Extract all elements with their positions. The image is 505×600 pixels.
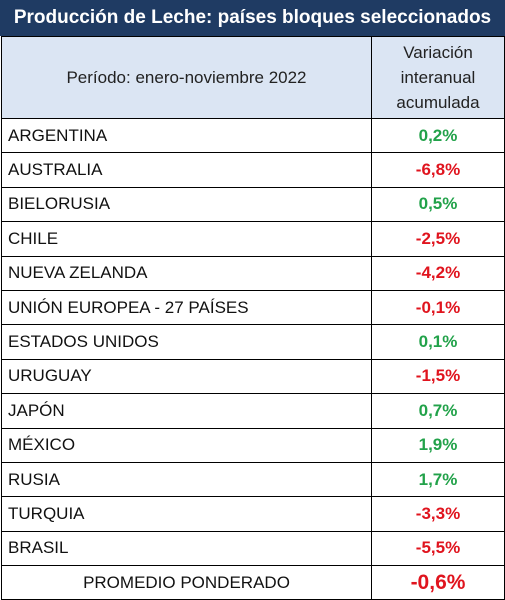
country-cell: ARGENTINA bbox=[1, 117, 372, 154]
variation-cell: -4,2% bbox=[371, 255, 505, 291]
country-cell: BRASIL bbox=[1, 530, 372, 567]
table-row: AUSTRALIA -6,8% bbox=[1, 152, 505, 188]
weighted-average-value: -0,6% bbox=[371, 565, 505, 600]
country-cell: NUEVA ZELANDA bbox=[1, 255, 372, 291]
weighted-average-row: PROMEDIO PONDERADO -0,6% bbox=[1, 565, 505, 600]
table-row: UNIÓN EUROPEA - 27 PAÍSES -0,1% bbox=[1, 289, 505, 326]
table-row: BRASIL -5,5% bbox=[1, 530, 505, 567]
country-cell: RUSIA bbox=[1, 461, 372, 498]
table-row: CHILE -2,5% bbox=[1, 221, 505, 257]
table-row: MÉXICO 1,9% bbox=[1, 427, 505, 463]
country-cell: ESTADOS UNIDOS bbox=[1, 324, 372, 360]
country-cell: MÉXICO bbox=[1, 427, 372, 463]
variation-cell: -0,1% bbox=[371, 289, 505, 326]
production-table: Período: enero-noviembre 2022 Variación … bbox=[1, 36, 505, 600]
variation-cell: -1,5% bbox=[371, 358, 505, 395]
table-row: ESTADOS UNIDOS 0,1% bbox=[1, 324, 505, 360]
country-cell: URUGUAY bbox=[1, 358, 372, 395]
variation-cell: -6,8% bbox=[371, 152, 505, 188]
table-row: BIELORUSIA 0,5% bbox=[1, 186, 505, 223]
country-cell: TURQUIA bbox=[1, 496, 372, 532]
variation-cell: 0,1% bbox=[371, 324, 505, 360]
country-cell: JAPÓN bbox=[1, 393, 372, 429]
table-row: RUSIA 1,7% bbox=[1, 461, 505, 498]
weighted-average-label: PROMEDIO PONDERADO bbox=[1, 565, 372, 600]
country-cell: BIELORUSIA bbox=[1, 186, 372, 223]
variation-header-line-1: Variación bbox=[403, 43, 473, 62]
variation-cell: -2,5% bbox=[371, 221, 505, 257]
country-cell: CHILE bbox=[1, 221, 372, 257]
variation-cell: -5,5% bbox=[371, 530, 505, 567]
variation-header-line-3: acumulada bbox=[396, 93, 480, 112]
country-cell: UNIÓN EUROPEA - 27 PAÍSES bbox=[1, 289, 372, 326]
variation-cell: -3,3% bbox=[371, 496, 505, 532]
table-body: ARGENTINA 0,2% AUSTRALIA -6,8% BIELORUSI… bbox=[1, 117, 505, 600]
header-row: Período: enero-noviembre 2022 Variación … bbox=[1, 36, 505, 119]
variation-cell: 0,2% bbox=[371, 117, 505, 154]
period-header: Período: enero-noviembre 2022 bbox=[1, 36, 372, 119]
variation-header-line-2: interanual bbox=[400, 68, 476, 87]
table-title: Producción de Leche: países bloques sele… bbox=[0, 0, 505, 36]
table-row: URUGUAY -1,5% bbox=[1, 358, 505, 395]
country-cell: AUSTRALIA bbox=[1, 152, 372, 188]
table-row: ARGENTINA 0,2% bbox=[1, 117, 505, 154]
variation-cell: 1,9% bbox=[371, 427, 505, 463]
variation-cell: 0,5% bbox=[371, 186, 505, 223]
variation-cell: 1,7% bbox=[371, 461, 505, 498]
table-row: NUEVA ZELANDA -4,2% bbox=[1, 255, 505, 291]
table-row: TURQUIA -3,3% bbox=[1, 496, 505, 532]
variation-header: Variación interanual acumulada bbox=[371, 36, 505, 119]
table-row: JAPÓN 0,7% bbox=[1, 393, 505, 429]
variation-cell: 0,7% bbox=[371, 393, 505, 429]
